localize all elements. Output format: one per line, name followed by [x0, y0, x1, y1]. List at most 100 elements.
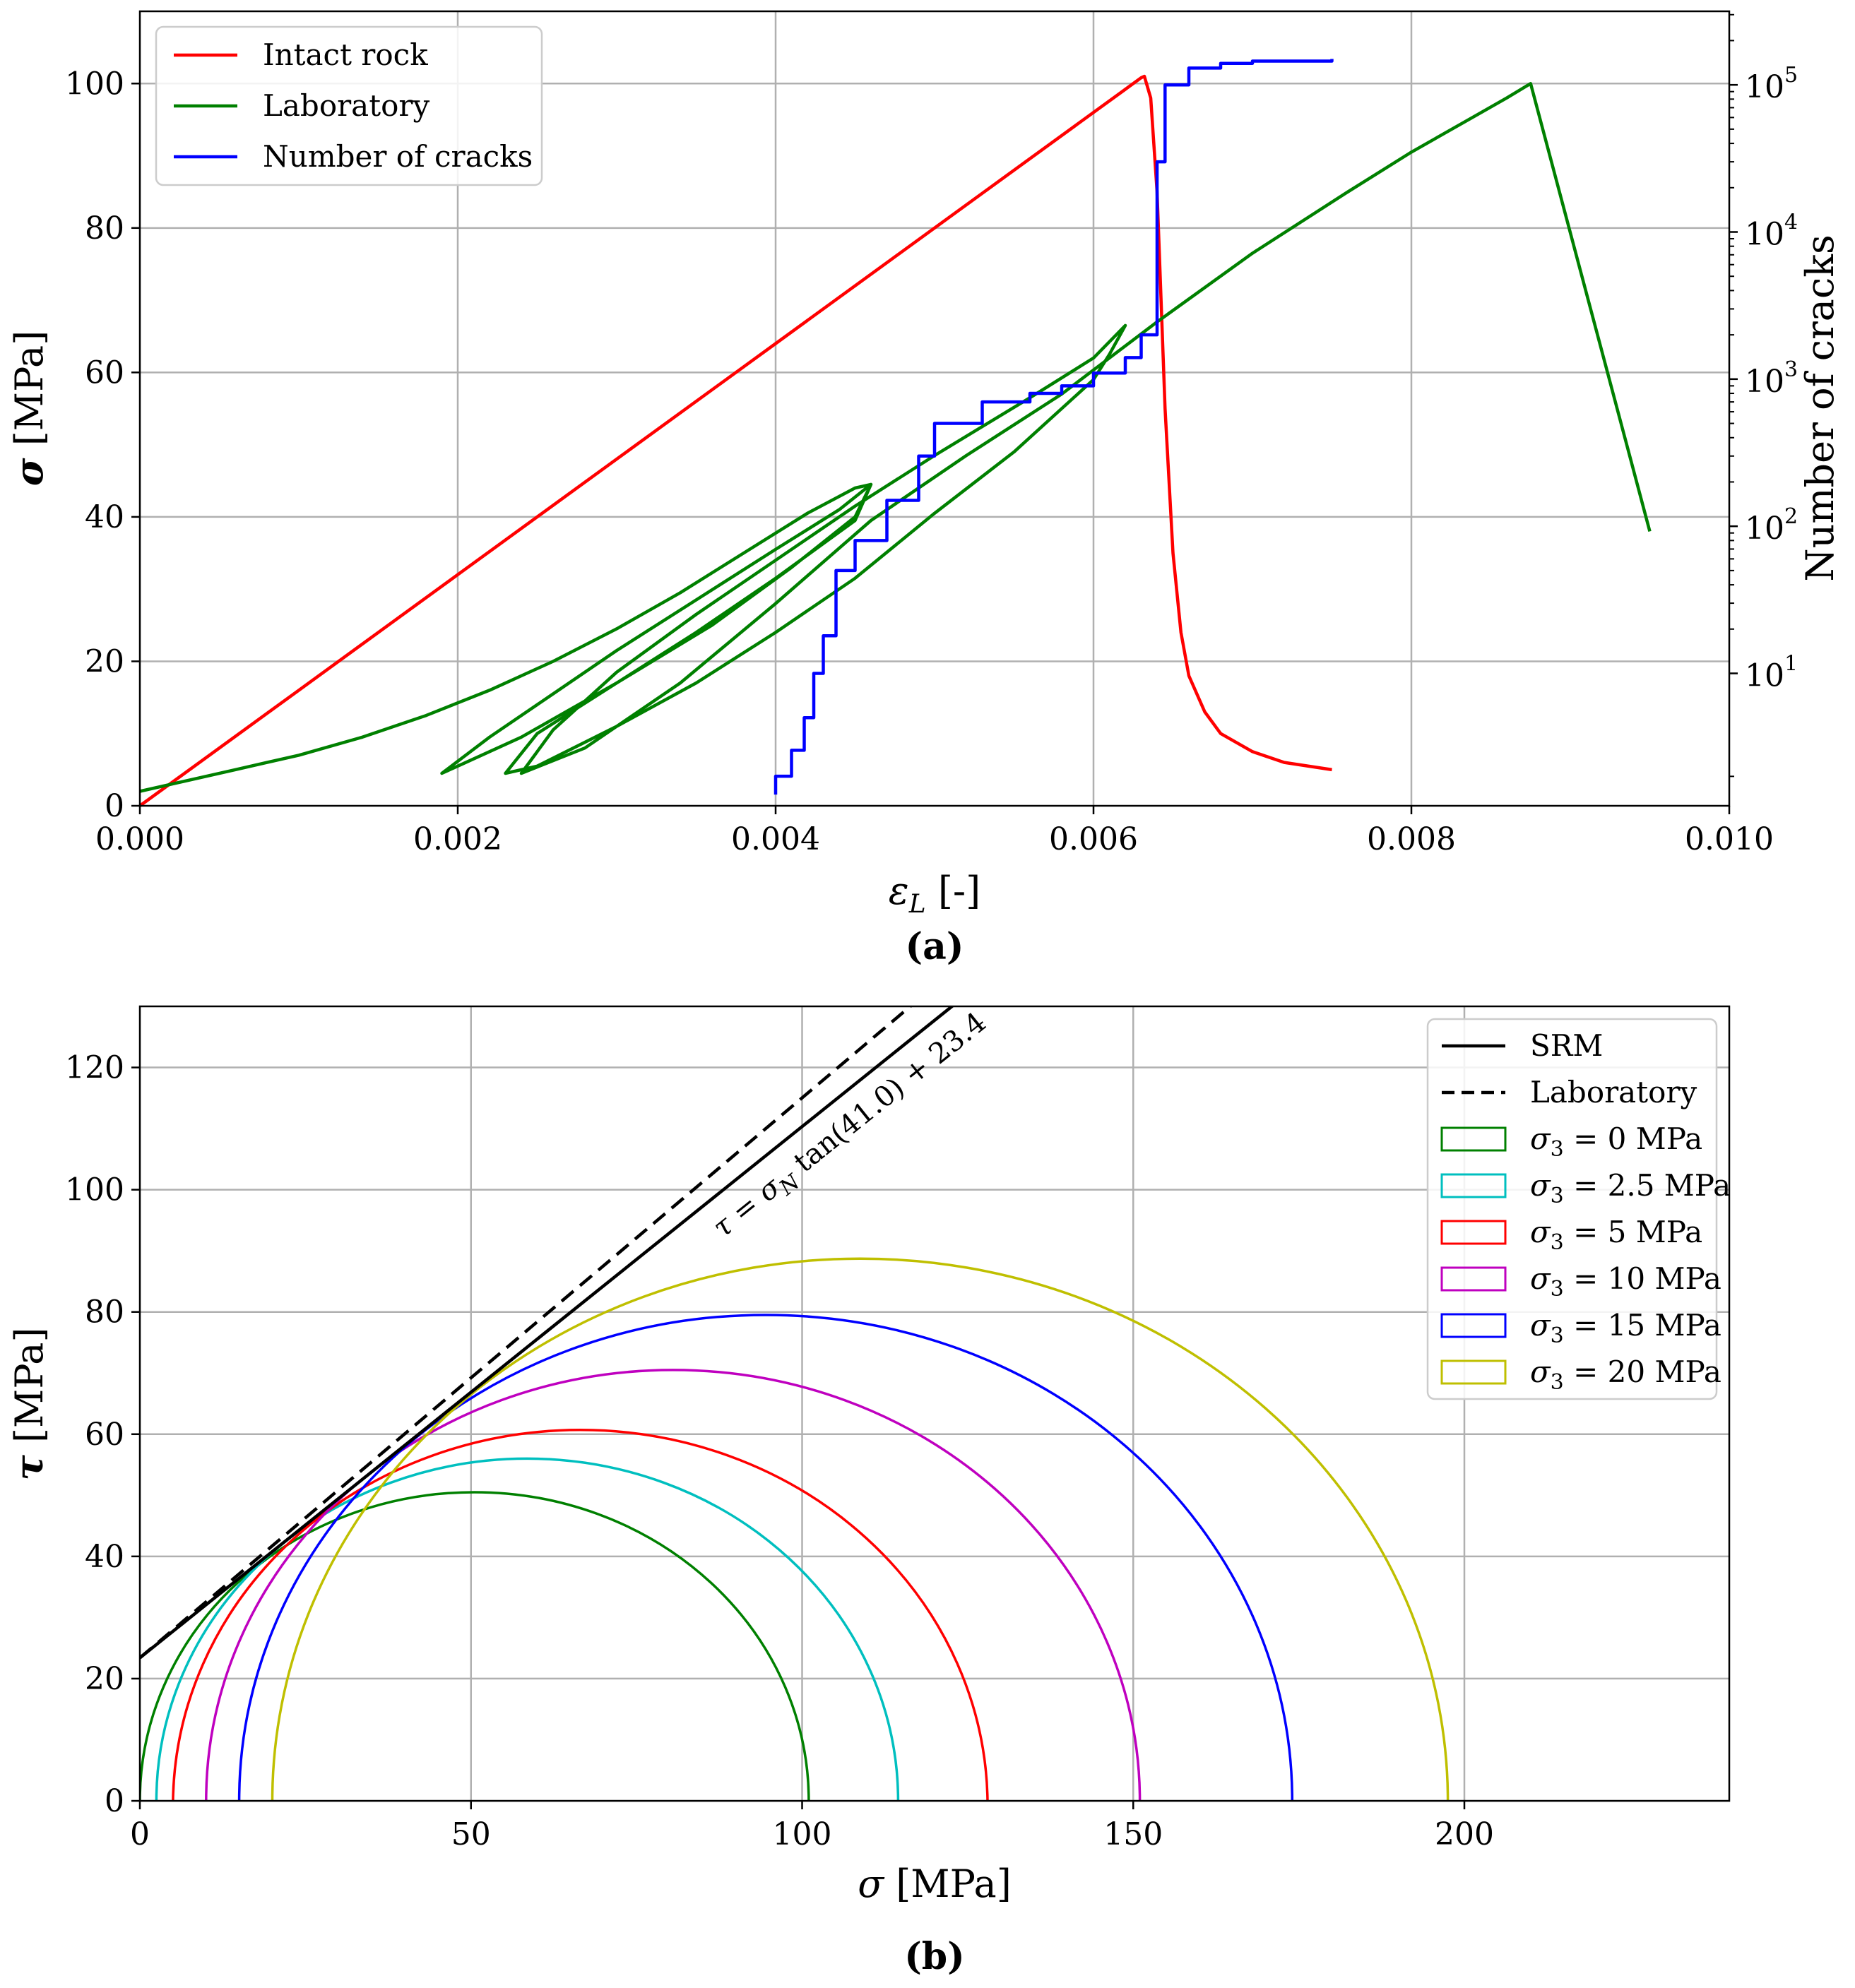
panel-a-frame	[138, 10, 1731, 807]
panel-a-y2-tick-base: 10	[1745, 364, 1784, 400]
legend-sigma-subscript: 3	[1551, 1184, 1564, 1208]
number-of-cracks-line	[774, 59, 1334, 795]
panel-b-legend-swatch	[1440, 1126, 1507, 1152]
panel-a-y2-tick-exponent: 5	[1784, 63, 1798, 88]
laboratory-envelope-line	[140, 1006, 913, 1660]
circle-sigma3-2-5	[155, 1457, 900, 1801]
panel-b-x-tick-label: 50	[451, 1816, 491, 1852]
panel-a-y2-tick-label: 101	[1745, 652, 1798, 694]
circle-sigma3-20	[271, 1257, 1450, 1801]
panel-a-legend-label: Number of cracks	[263, 139, 533, 174]
panel-a-y2-tick-base: 10	[1745, 658, 1784, 694]
panel-b-y-tick-label: 40	[85, 1539, 124, 1575]
legend-sigma-symbol: σ	[1530, 1215, 1551, 1249]
panel-a-y2-tick-exponent: 1	[1784, 652, 1798, 677]
panel-b-legend-label: σ3 = 2.5 MPa	[1530, 1168, 1731, 1208]
panel-b-y-tick-label: 100	[65, 1172, 124, 1208]
panel-a-y2-label: Number of cracks	[1798, 234, 1842, 581]
panel-b-legend-swatch	[1440, 1173, 1507, 1198]
panel-b-y-label: τ [MPa]	[6, 1327, 52, 1480]
legend-sigma-subscript: 3	[1551, 1370, 1564, 1395]
legend-sigma-value: = 15 MPa	[1564, 1308, 1721, 1343]
legend-sigma-symbol: σ	[1530, 1121, 1551, 1156]
panel-b-caption: (b)	[904, 1935, 965, 1978]
panel-b-legend-label: σ3 = 20 MPa	[1530, 1355, 1721, 1395]
legend-sigma-symbol: σ	[1530, 1355, 1551, 1389]
panel-a: 0.000 0.002 0.004 0.006 0.008 0.010 0 20 40 60 80…	[6, 10, 1842, 968]
legend-sigma-subscript: 3	[1551, 1137, 1564, 1162]
panel-a-x-tick-label: 0.002	[413, 821, 502, 857]
legend-sigma-value: = 20 MPa	[1564, 1355, 1721, 1389]
panel-a-y2-tick-label: 105	[1745, 63, 1798, 105]
legend-sigma-subscript: 3	[1551, 1323, 1564, 1348]
panel-a-y-tick-label: 80	[85, 210, 124, 246]
panel-a-y-tick-label: 0	[105, 788, 124, 824]
panel-a-y2-tick-base: 10	[1745, 511, 1784, 547]
panel-a-x-label: εL [-]	[889, 869, 980, 919]
panel-b-x-tick-label: 0	[130, 1816, 150, 1852]
panel-a-y2-tick-exponent: 4	[1784, 210, 1798, 235]
panel-a-y-ticks: 0 20 40 60 80 100	[65, 66, 140, 824]
panel-a-y2-tick-label: 103	[1745, 357, 1798, 400]
panel-b-legend-box	[1426, 1018, 1718, 1400]
legend-sigma-value: = 5 MPa	[1564, 1215, 1702, 1249]
panel-a-legend-label: Laboratory	[263, 88, 429, 123]
panel-b-legend-label: SRM	[1530, 1028, 1603, 1063]
panel-a-y2-tick-label: 102	[1745, 504, 1798, 547]
intact-rock-line	[138, 74, 1332, 807]
panel-b-x-ticks: 0 50 100 150 200	[130, 1801, 1494, 1852]
panel-a-y-tick-label: 60	[85, 355, 124, 391]
panel-a-y2-tick-label: 104	[1745, 210, 1798, 253]
panel-a-x-tick-label: 0.006	[1049, 821, 1138, 857]
panel-a-x-tick-label: 0.008	[1367, 821, 1456, 857]
laboratory-line	[139, 82, 1652, 793]
circle-sigma3-0	[140, 1491, 810, 1801]
panel-a-caption: (a)	[906, 925, 964, 968]
panel-b-y-tick-label: 20	[85, 1661, 124, 1697]
panel-b-x-tick-label: 200	[1435, 1816, 1494, 1852]
legend-sigma-value: = 10 MPa	[1564, 1261, 1721, 1296]
panel-b-plot-area	[140, 1006, 1450, 1801]
circle-sigma3-15	[237, 1314, 1294, 1801]
panel-a-y2-tick-base: 10	[1745, 69, 1784, 105]
panel-a-x-tick-label: 0.004	[731, 821, 820, 857]
panel-a-series	[138, 59, 1652, 807]
legend-sigma-value: = 0 MPa	[1564, 1121, 1702, 1156]
panel-b-y-tick-label: 0	[105, 1783, 124, 1819]
panel-a-x-tick-label: 0.000	[95, 821, 184, 857]
legend-sigma-symbol: σ	[1530, 1261, 1551, 1296]
legend-sigma-subscript: 3	[1551, 1277, 1564, 1302]
panel-a-y-tick-label: 20	[85, 643, 124, 679]
panel-b-legend-swatch	[1440, 1313, 1507, 1338]
legend-sigma-subscript: 3	[1551, 1230, 1564, 1255]
panel-a-x-tick-label: 0.010	[1685, 821, 1774, 857]
panel-a-legend-box	[155, 25, 543, 186]
panel-b-x-tick-label: 100	[773, 1816, 832, 1852]
panel-a-legend: Intact rock Laboratory Number of cracks	[155, 25, 543, 186]
panel-b-legend-label: σ3 = 0 MPa	[1530, 1121, 1702, 1162]
circle-sigma3-10	[205, 1369, 1142, 1801]
panel-b-y-tick-label: 60	[85, 1417, 124, 1453]
legend-sigma-value: = 2.5 MPa	[1564, 1168, 1731, 1203]
panel-b-legend-label: σ3 = 15 MPa	[1530, 1308, 1721, 1348]
srm-envelope-line	[140, 1006, 955, 1660]
panel-b-legend-label: σ3 = 10 MPa	[1530, 1261, 1721, 1302]
panel-a-grid	[140, 11, 1729, 806]
panel-b-y-tick-label: 120	[65, 1050, 124, 1086]
panel-b-y-ticks: 0 20 40 60 80 100 120	[65, 1050, 140, 1819]
panel-b-frame	[138, 1005, 1731, 1802]
circle-sigma3-5	[172, 1429, 989, 1801]
panel-a-y-label: σ [MPa]	[6, 331, 52, 487]
panel-a-y2-tick-base: 10	[1745, 217, 1784, 253]
legend-sigma-symbol: σ	[1530, 1308, 1551, 1343]
panel-b-x-label: σ [MPa]	[858, 1862, 1012, 1906]
panel-a-y2-tick-exponent: 3	[1784, 357, 1798, 382]
panel-b-legend-label: σ3 = 5 MPa	[1530, 1215, 1702, 1255]
panel-a-y-tick-label: 100	[65, 66, 124, 102]
panel-a-x-ticks: 0.000 0.002 0.004 0.006 0.008 0.010	[95, 806, 1774, 857]
panel-b-legend-label: Laboratory	[1530, 1075, 1697, 1109]
panel-a-legend-label: Intact rock	[263, 37, 428, 72]
